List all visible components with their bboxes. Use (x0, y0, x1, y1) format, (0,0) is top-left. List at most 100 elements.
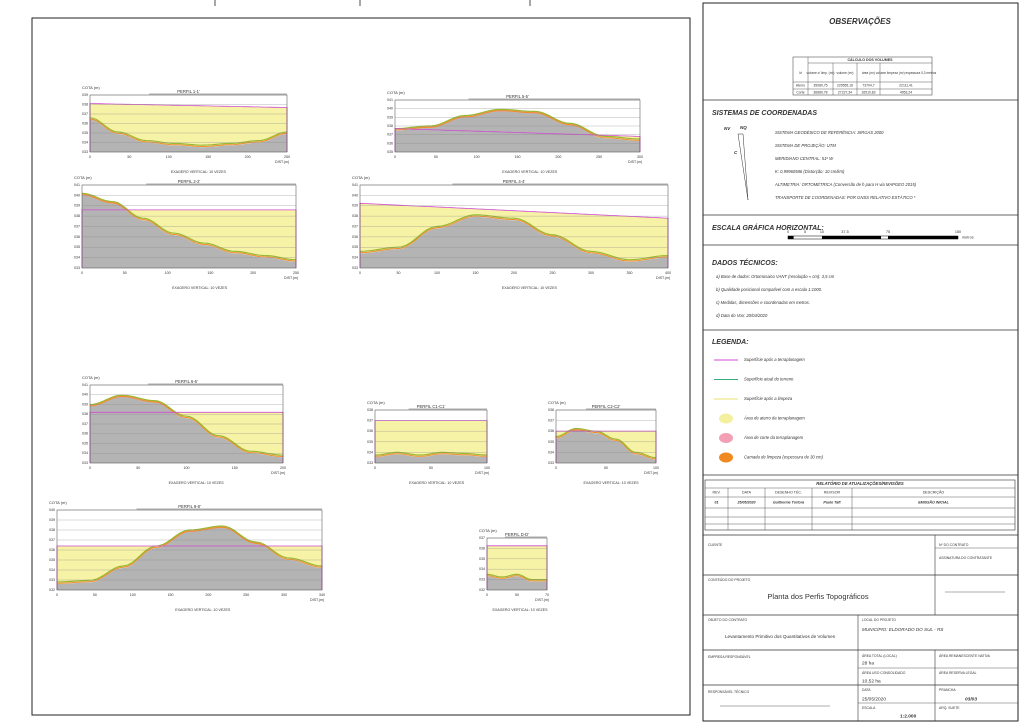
y-tick-label: 038 (387, 124, 393, 128)
axis-label: COTA (m) (387, 90, 405, 95)
y-tick-label: 037 (82, 112, 88, 116)
y-tick-label: 039 (82, 402, 88, 406)
x-tick-label: 0 (374, 466, 376, 470)
coord-line: SISTEMA GEODÉSICO DE REFERÊNCIA: SIRGAS … (775, 130, 884, 135)
y-tick-label: 036 (49, 548, 55, 552)
section-title: LEGENDA: (712, 339, 749, 346)
y-tick-label: 033 (479, 578, 485, 582)
x-tick-label: 50 (123, 271, 127, 275)
terrain (360, 216, 668, 268)
table-cell: 4953,24 (900, 90, 912, 94)
field-label: CLIENTE (708, 543, 723, 547)
table-header: volume (m³) (836, 71, 853, 75)
note: EXAGERO VERTICAL: 10 VEZES (172, 286, 228, 290)
x-tick-label: 200 (205, 593, 211, 597)
legend-label: Camada de limpeza (espessura de 30 cm) (744, 455, 824, 460)
legend-label: Superfície após a terraplanagem (744, 357, 805, 362)
x-tick-label: 50 (515, 593, 519, 597)
y-tick-label: 033 (367, 461, 373, 465)
profile-title: PERFIL 1-1' (177, 89, 200, 94)
y-tick-label: 040 (49, 508, 55, 512)
scale-label: 37,5 (841, 230, 848, 234)
tech-item: c) Medidas, dimensões e coordenadas em m… (716, 300, 810, 305)
y-tick-label: 039 (352, 204, 358, 208)
table-header: REV. (712, 490, 720, 494)
y-tick-label: 034 (74, 256, 80, 260)
y-tick-label: 033 (352, 266, 358, 270)
y-tick-label: 037 (367, 419, 373, 423)
axis-label: COTA (m) (367, 400, 385, 405)
clean-line (89, 395, 284, 457)
label: RELATÓRIO DE ATUALIZAÇÕES/REVISÕES (816, 481, 904, 486)
table-cell: Corte (796, 90, 804, 94)
axis-label: DIST.(m) (310, 598, 324, 602)
table-cell: Aterro (796, 83, 805, 87)
y-tick-label: 033 (82, 461, 88, 465)
y-tick-label: 041 (74, 183, 80, 187)
y-tick-label: 038 (548, 408, 554, 412)
y-tick-label: 037 (352, 224, 358, 228)
terrain (556, 430, 656, 463)
field-label: LOCAL DO PROJETO (862, 618, 896, 622)
field-label: ESCALA (862, 706, 876, 710)
profile-title: PERFIL 4-4' (503, 179, 526, 184)
x-tick-label: 50 (93, 593, 97, 597)
scale-segment (888, 236, 958, 239)
x-tick-label: 0 (89, 155, 91, 159)
terrain (90, 119, 287, 152)
coord-line: TRANSPORTE DE COORDENADAS: POR GNSS RELA… (775, 195, 916, 200)
legend-swatch (719, 433, 733, 443)
note: EXAGERO VERTICAL: 10 VEZES (492, 608, 548, 612)
y-tick-label: 035 (49, 558, 55, 562)
ground-line (89, 117, 288, 146)
field-label: ARQ. SUETE (939, 706, 960, 710)
x-tick-label: 300 (281, 593, 287, 597)
x-tick-label: 100 (434, 271, 440, 275)
field-label: ÁREA TOTAL (LOCAL) (862, 654, 897, 658)
platform-line (56, 545, 323, 590)
y-tick-label: 040 (74, 193, 80, 197)
section-title: DADOS TÉCNICOS: (712, 258, 778, 267)
terrain (57, 528, 322, 590)
axis-label: COTA (m) (352, 175, 370, 180)
profile-title: PERFIL D-D' (505, 532, 529, 537)
note: EXAGERO VERTICAL: 10 VEZES (169, 481, 225, 485)
scale-segment (788, 236, 794, 239)
profile (394, 99, 641, 153)
x-tick-label: 200 (555, 155, 561, 159)
x-tick-label: 150 (205, 155, 211, 159)
x-tick-label: 100 (653, 466, 659, 470)
x-tick-label: 150 (473, 271, 479, 275)
ground-line (81, 192, 297, 261)
table-header: DESCRIÇÃO (923, 489, 945, 494)
x-tick-label: 100 (166, 155, 172, 159)
y-tick-label: 038 (352, 214, 358, 218)
table-cell: 22111,41 (899, 83, 913, 87)
y-tick-label: 036 (352, 235, 358, 239)
axis-label: DIST.(m) (475, 471, 489, 475)
terrain (90, 397, 283, 463)
table (704, 479, 1016, 531)
table-cell: Paulo Taft (823, 500, 841, 504)
x-tick-label: 50 (434, 155, 438, 159)
y-tick-label: 036 (479, 546, 485, 550)
table-cell: 35080,75 (813, 83, 827, 87)
profile-title: PERFIL C2-C2' (592, 404, 621, 409)
note: EXAGERO VERTICAL: 10 VEZES (583, 481, 639, 485)
note: EXAGERO VERTICAL: 10 VEZES (502, 170, 558, 174)
field-label: ÁREA RESERVA LEGAL (939, 671, 977, 675)
field-value: MUNICÍPIO: ELDORADO DO SUL - RS (862, 626, 944, 632)
y-tick-label: 038 (74, 214, 80, 218)
y-tick-label: 033 (49, 578, 55, 582)
table-cell: 01 (715, 500, 719, 504)
tech-item: b) Qualidade posicional compatível com a… (716, 287, 822, 292)
north-label: NV (724, 126, 731, 131)
y-tick-label: 040 (387, 107, 393, 111)
fill-area (375, 420, 487, 456)
field-label: ASSINATURA DO CONTRATANTE (939, 556, 993, 560)
x-tick-label: 150 (515, 155, 521, 159)
y-tick-label: 037 (82, 422, 88, 426)
y-tick-label: 039 (387, 115, 393, 119)
y-tick-label: 036 (367, 429, 373, 433)
